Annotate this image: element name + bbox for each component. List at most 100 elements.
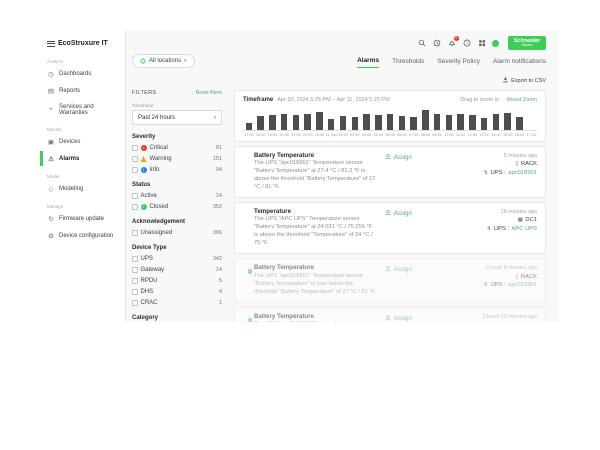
sidebar: EcoStruxure IT Analyze ◷ Dashboards ▤ Report… — [40, 30, 126, 322]
alarm-title: Battery Temperature — [254, 264, 315, 272]
checkbox-active[interactable] — [132, 193, 138, 199]
chart-bar-slot — [255, 110, 267, 130]
checkbox-unassigned[interactable] — [132, 230, 138, 236]
filter-option-critical: × Critical 81 — [132, 145, 222, 151]
filter-option-count: 4 — [218, 289, 222, 295]
chart-bar-slot — [396, 110, 408, 130]
filter-option-label: CRAC — [140, 300, 158, 306]
sidebar-item-label: Devices — [59, 138, 81, 145]
chart-bar-slot — [408, 110, 420, 130]
user-avatar[interactable] — [492, 39, 499, 47]
sidebar-item-alarms[interactable]: ⚠ Alarms — [40, 150, 125, 167]
checkbox-dhs[interactable] — [132, 289, 138, 295]
chart-bar-slot — [361, 110, 373, 130]
closed-severity-icon: ✓ — [140, 204, 147, 210]
download-icon — [502, 76, 509, 85]
chart-bar-slot — [384, 110, 396, 130]
sidebar-item-label: Device configuration — [59, 232, 114, 239]
history-icon[interactable] — [432, 39, 441, 48]
location-filter-select[interactable]: All locations ▾ — [132, 54, 195, 68]
alarm-description: The UPS "APC UPS" Temperature sensor "Ba… — [254, 216, 373, 247]
filter-option-label: Info — [149, 167, 160, 173]
checkbox-rpdu[interactable] — [132, 278, 138, 284]
assign-button[interactable]: Assign — [385, 208, 450, 218]
chart-bar-slot — [525, 110, 537, 130]
checkbox-crac[interactable] — [132, 300, 138, 306]
toolbar-row: All locations ▾ Alarms Thresholds Severity… — [126, 52, 546, 68]
alarm-device-link[interactable]: APC UPS — [511, 225, 537, 232]
ecostruxure-logo: EcoStruxure IT — [58, 40, 108, 47]
chart-bar-slot — [314, 110, 326, 130]
schneider-electric-logo[interactable]: Schneider Electric — [508, 36, 546, 50]
checkbox-info[interactable] — [132, 167, 138, 173]
sidebar-item-reports[interactable]: ▤ Reports — [40, 82, 125, 99]
x-axis-tick-label: 16:00 — [514, 132, 525, 137]
sidebar-item-label: Modeling — [59, 185, 84, 192]
sidebar-item-devices[interactable]: ▣ Devices — [40, 133, 125, 150]
alarm-location[interactable]: ▦ DC1 — [518, 217, 537, 223]
checkbox-gateway[interactable] — [132, 267, 138, 273]
filter-option-label: UPS — [140, 256, 153, 262]
tab-alarm-notifications[interactable]: Alarm notifications — [492, 58, 546, 65]
chart-bar — [304, 114, 311, 130]
alarm-device-link[interactable]: apc018901 — [508, 282, 537, 289]
checkbox-warning[interactable] — [132, 156, 138, 162]
sidebar-item-services-and-warranties[interactable]: + Services and Warranties — [40, 99, 125, 120]
alarm-list: Battery Temperature The UPS "apc018901" T… — [234, 142, 546, 322]
filters-title: FILTERS — [132, 90, 157, 96]
notifications-bell-icon[interactable]: 9 — [447, 36, 459, 48]
alarm-meta: Closed 10 minutes ago◎All locations↯UPS … — [450, 313, 537, 322]
assign-button[interactable]: Assign — [385, 264, 450, 274]
x-axis-tick-label: 02:00 — [350, 132, 360, 137]
alarm-histogram-x-axis: 17:00 18:00 19:00 20:00 21:00 22:00 23:00 11. A… — [243, 133, 537, 137]
alarm-device-link[interactable]: apc018901 — [508, 169, 537, 176]
checkbox-ups[interactable] — [132, 256, 138, 262]
tab-alarms[interactable]: Alarms — [357, 57, 380, 68]
timeframe-select[interactable]: Past 24 hours ▾ — [132, 110, 222, 125]
filters-panel: FILTERS Reset filters Timeframe Past 24 … — [132, 76, 222, 322]
x-axis-tick-label: 09:00 — [432, 132, 442, 137]
location-filter-value: All locations — [149, 58, 182, 64]
export-to-csv-link[interactable]: Export to CSV — [234, 76, 546, 85]
tab-severity-policy[interactable]: Severity Policy — [437, 58, 480, 65]
firmware-icon: ↻ — [48, 215, 54, 223]
chart-bar — [504, 113, 511, 130]
help-icon[interactable]: ? — [462, 39, 471, 48]
x-axis-tick-label: 17:00 — [244, 132, 254, 137]
menu-icon[interactable] — [47, 40, 55, 47]
filter-option-count: 14 — [215, 193, 222, 199]
sidebar-item-label: Dashboards — [59, 70, 92, 77]
chart-bar-slot — [267, 110, 279, 130]
alarm-location[interactable]: ▯ RACK — [515, 161, 537, 167]
reset-zoom-link[interactable]: Reset Zoom — [507, 97, 537, 103]
tab-thresholds[interactable]: Thresholds — [392, 58, 425, 65]
chart-bar-slot — [419, 110, 431, 130]
chart-bar-slot — [349, 110, 361, 130]
assign-button[interactable]: Assign — [385, 313, 450, 322]
checkbox-closed[interactable] — [132, 204, 138, 210]
alarm-title: Battery Temperature — [254, 312, 315, 320]
x-axis-tick-label: 19:00 — [267, 132, 278, 137]
alarm-timestamp: Closed 8 minutes ago — [485, 265, 537, 272]
top-icon-bar: 9 ? Schneider Electric — [126, 30, 546, 52]
globe-icon — [140, 58, 146, 64]
apps-icon[interactable] — [477, 39, 486, 48]
x-axis-tick-label: 06:00 — [397, 132, 407, 137]
reports-icon: ▤ — [47, 87, 55, 95]
filter-option-label: Gateway — [140, 267, 165, 273]
alarm-histogram[interactable] — [243, 110, 537, 131]
assign-label: Assign — [393, 267, 412, 274]
reset-filters-link[interactable]: Reset filters — [195, 90, 222, 96]
assign-button[interactable]: Assign — [385, 152, 450, 162]
x-axis-tick-label: 14:00 — [491, 132, 501, 137]
filter-option-label: Closed — [149, 204, 169, 210]
sidebar-item-firmware-update[interactable]: ↻ Firmware update — [40, 210, 125, 227]
chart-bar — [257, 116, 264, 130]
chart-date-range: Apr 10, 2024 5:25 PM – Apr 11, 2024 5:25… — [277, 97, 390, 103]
sidebar-item-device-configuration[interactable]: ⚙ Device configuration — [40, 227, 125, 244]
sidebar-item-modeling[interactable]: ◇ Modeling — [40, 180, 125, 197]
search-icon[interactable] — [417, 39, 426, 48]
checkbox-critical[interactable] — [132, 145, 138, 151]
alarm-location[interactable]: ▯ RACK — [515, 274, 537, 280]
sidebar-item-dashboards[interactable]: ◷ Dashboards — [40, 65, 125, 82]
